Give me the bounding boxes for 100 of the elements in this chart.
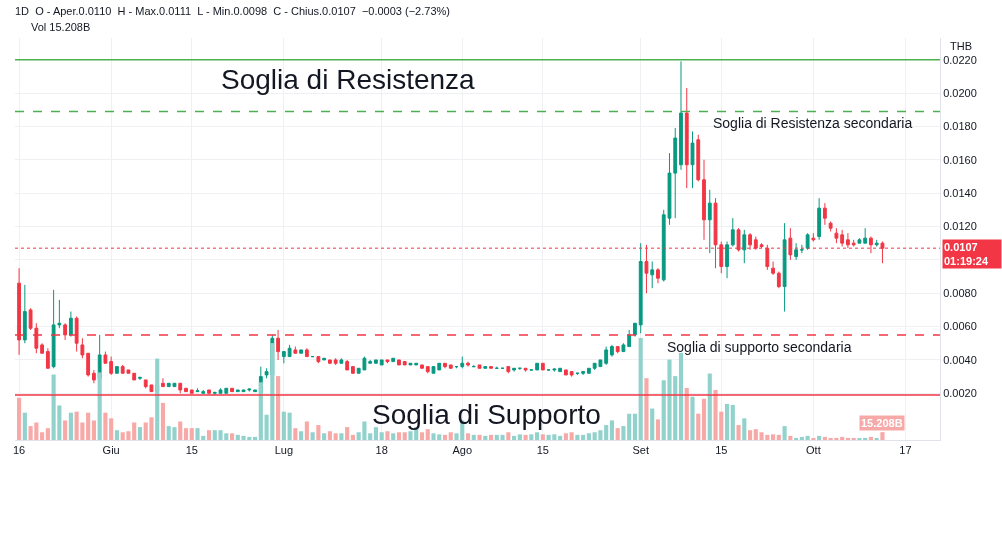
y-tick-label: 0.0040 [943,353,977,366]
y-tick-label: 0.0080 [943,287,977,300]
bar [183,428,189,440]
bar [799,436,804,440]
x-tick-label: 15 [536,444,549,457]
candlestick [730,217,735,248]
bar [396,432,402,440]
x-tick-label: 17 [899,444,912,457]
candlestick [569,371,574,378]
x-tick-label: 15 [715,444,728,457]
bar [40,432,45,440]
bar [465,433,471,440]
candlestick [63,322,68,341]
bar [448,432,453,440]
bar [535,432,540,440]
y-axis-title: THB [950,40,972,52]
candlestick [351,366,355,374]
candlestick [586,367,591,374]
bar [615,428,620,440]
candlestick [679,60,683,171]
candlestick [327,359,332,364]
bar [419,432,425,440]
candlestick [633,322,637,338]
bar [350,434,355,440]
candlestick [690,130,695,189]
candlestick [604,346,609,366]
candlestick [840,229,845,248]
y-tick-label: 0.0140 [943,186,977,199]
bar [17,397,22,440]
candlestick [40,342,45,354]
bar [178,421,183,440]
bar [609,420,614,440]
bar [868,436,873,440]
candlestick [828,220,833,232]
candlestick [45,347,50,369]
candlestick [563,369,568,376]
candlestick [345,359,350,371]
bar [333,433,338,440]
chart-subtitle: Vol 15.208B [31,21,91,33]
x-tick-label: Ott [806,444,821,457]
candlestick [874,239,879,248]
bar [817,435,822,440]
bar [287,412,292,440]
candlestick [535,362,540,371]
bar [644,378,649,440]
candlestick [385,359,390,364]
candlestick [420,364,424,369]
bar [512,435,517,440]
bar [391,433,396,440]
x-tick-label: Set [632,444,649,457]
bar [327,431,332,440]
candlestick [322,357,327,361]
candlestick [857,237,862,244]
candlestick [782,222,787,313]
bar [229,433,235,440]
bar [22,412,27,440]
bar [569,432,574,440]
candlestick [581,371,586,376]
candlestick [466,361,470,368]
candlestick [80,337,85,359]
bar [425,429,430,440]
bar [707,373,712,440]
x-tick-label: Lug [274,444,294,457]
candlestick [184,387,188,393]
bar [776,434,781,440]
candlestick [316,356,321,364]
bar [529,434,534,440]
candlestick [293,346,298,354]
bar [114,430,119,440]
bar [506,432,511,440]
bar [581,434,586,440]
bar [805,435,810,440]
candlestick [506,366,511,374]
candlestick [627,329,632,348]
bar [638,337,643,440]
candlestick [333,357,338,366]
ref-line-label: Soglia di Resistenza secondaria [713,115,913,131]
x-tick-label: 18 [375,444,388,457]
candlestick [230,387,234,393]
bar [684,387,689,440]
candlestick [304,347,309,358]
candlestick [448,364,453,369]
y-tick-label: 0.0200 [943,86,977,99]
candlestick [91,369,96,384]
bar [322,433,327,440]
candlestick [287,344,292,358]
candlestick [684,87,689,189]
y-tick-label: 0.0220 [943,53,977,66]
bar [310,432,315,440]
bar [103,412,108,440]
candlestick [68,311,73,338]
bar [724,403,730,440]
bar [258,382,263,440]
candlestick [822,202,827,226]
bar [690,396,695,440]
bar [753,429,758,440]
bar [822,436,827,440]
bar [730,404,735,440]
candlestick [650,261,655,289]
bar [109,418,114,440]
